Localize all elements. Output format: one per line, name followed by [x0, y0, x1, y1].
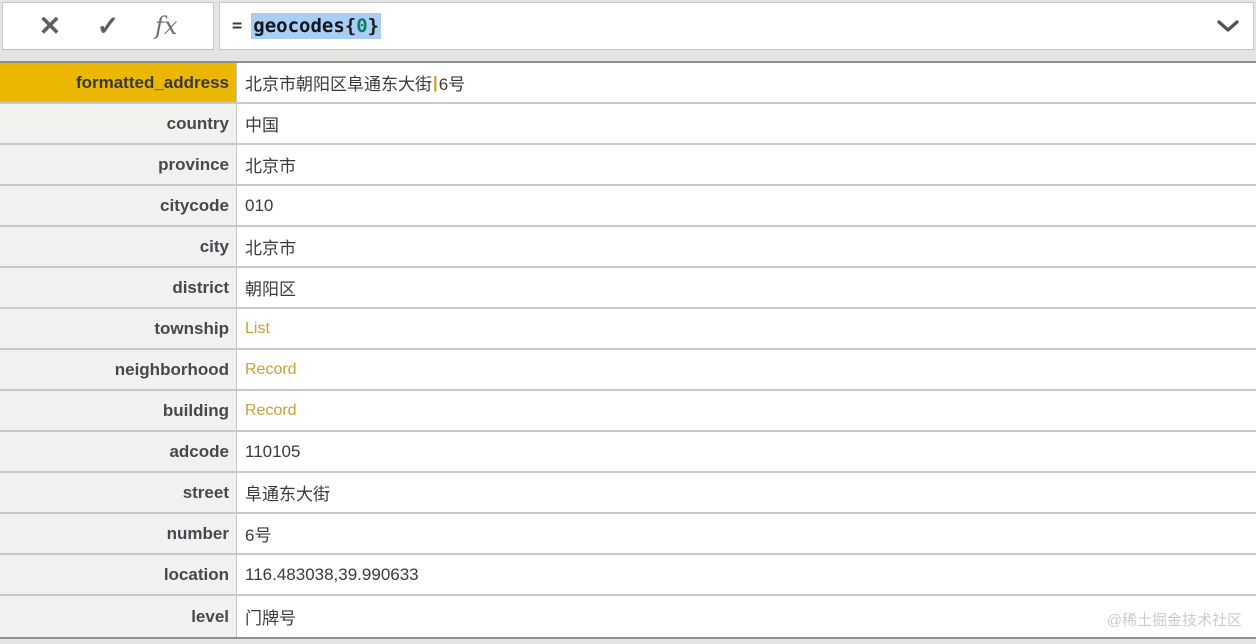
record-row: province 北京市 [0, 145, 1256, 186]
field-name-cell[interactable]: building [0, 391, 237, 430]
field-name-cell[interactable]: level [0, 596, 237, 637]
pipe-separator: | [433, 72, 438, 92]
value-text: 北京市 [245, 239, 296, 258]
close-brace: } [367, 15, 380, 37]
formula-buttons-box: ✕ ✓ fx [2, 2, 214, 50]
value-text: 门牌号 [245, 609, 296, 628]
field-value-cell: 010 [237, 186, 1256, 225]
cancel-icon[interactable]: ✕ [38, 10, 62, 41]
fx-icon[interactable]: fx [154, 12, 178, 40]
record-row: formatted_address 北京市朝阳区阜通东大街 | 6号 [0, 63, 1256, 104]
field-value-cell: 北京市 [237, 227, 1256, 266]
record-row: citycode 010 [0, 186, 1256, 227]
record-row: building Record [0, 391, 1256, 432]
field-name-cell[interactable]: neighborhood [0, 350, 237, 389]
value-text: 6号 [245, 526, 272, 545]
record-link[interactable]: List [245, 319, 270, 337]
field-value-cell: 朝阳区 [237, 268, 1256, 307]
field-name-cell[interactable]: number [0, 514, 237, 553]
open-brace: { [344, 15, 357, 37]
field-value-cell: 北京市 [237, 145, 1256, 184]
formula-bar: ✕ ✓ fx = geocodes{0} [0, 0, 1256, 52]
field-name-cell[interactable]: township [0, 309, 237, 348]
field-value-cell: 阜通东大街 [237, 473, 1256, 512]
record-row: country 中国 [0, 104, 1256, 145]
field-name-cell[interactable]: country [0, 104, 237, 143]
value-text: 010 [245, 195, 274, 215]
record-link[interactable]: Record [245, 401, 297, 419]
record-row: street 阜通东大街 [0, 473, 1256, 514]
field-value-cell: Record [237, 391, 1256, 430]
record-row: township List [0, 309, 1256, 350]
confirm-icon[interactable]: ✓ [96, 10, 120, 41]
field-name-cell[interactable]: street [0, 473, 237, 512]
formula-input[interactable]: = geocodes{0} [219, 2, 1254, 50]
equals-sign: = [232, 16, 243, 36]
field-value-cell: 116.483038,39.990633 [237, 555, 1256, 594]
field-value-cell: 110105 [237, 432, 1256, 471]
record-row: level 门牌号 [0, 596, 1256, 637]
record-row: location 116.483038,39.990633 [0, 555, 1256, 596]
value-text: 朝阳区 [245, 280, 296, 299]
formula-index: 0 [356, 15, 368, 37]
field-value-cell: 6号 [237, 514, 1256, 553]
field-value-cell: 北京市朝阳区阜通东大街 | 6号 [237, 63, 1256, 102]
record-row: neighborhood Record [0, 350, 1256, 391]
field-name-cell[interactable]: location [0, 555, 237, 594]
field-value-cell: 门牌号 [237, 596, 1256, 637]
value-text: 6号 [438, 75, 466, 94]
field-name-cell[interactable]: province [0, 145, 237, 184]
field-value-cell: 中国 [237, 104, 1256, 143]
value-text: 116.483038,39.990633 [245, 564, 419, 584]
value-text: 北京市 [245, 157, 296, 176]
field-name-cell[interactable]: city [0, 227, 237, 266]
record-link[interactable]: Record [245, 360, 297, 378]
record-row: city 北京市 [0, 227, 1256, 268]
record-row: district 朝阳区 [0, 268, 1256, 309]
field-value-cell: List [237, 309, 1256, 348]
record-row: number 6号 [0, 514, 1256, 555]
field-name-cell[interactable]: district [0, 268, 237, 307]
formula-expression[interactable]: geocodes{0} [251, 13, 382, 39]
value-text: 北京市朝阳区阜通东大街 [245, 75, 432, 94]
value-text: 阜通东大街 [245, 485, 330, 504]
record-table: formatted_address 北京市朝阳区阜通东大街 | 6号 country 中国… [0, 61, 1256, 639]
field-name-cell[interactable]: citycode [0, 186, 237, 225]
field-name-cell[interactable]: adcode [0, 432, 237, 471]
record-row: adcode 110105 [0, 432, 1256, 473]
value-text: 110105 [245, 441, 301, 461]
chevron-down-icon[interactable] [1217, 20, 1239, 32]
field-name-cell[interactable]: formatted_address [0, 63, 237, 102]
formula-identifier: geocodes [253, 15, 345, 37]
value-text: 中国 [245, 116, 279, 135]
field-value-cell: Record [237, 350, 1256, 389]
